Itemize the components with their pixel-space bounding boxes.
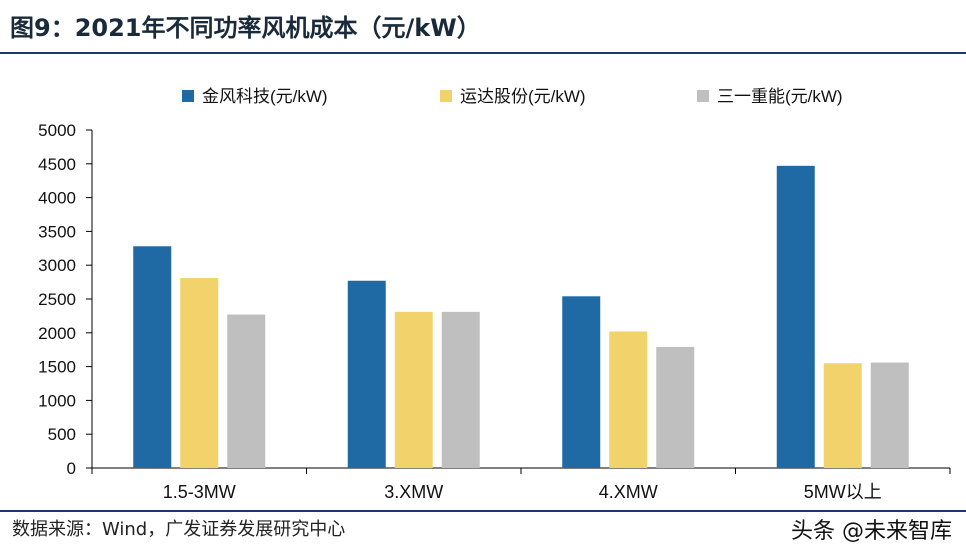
bar-chart: 金风科技(元/kW) 运达股份(元/kW) 三一重能(元/kW) 0 500 1000 1…: [38, 87, 951, 502]
legend-label: 三一重能(元/kW): [717, 87, 843, 106]
legend-swatch: [697, 90, 709, 102]
y-tick-label: 3500: [38, 222, 76, 241]
bar: [562, 296, 601, 468]
y-tick-label: 3000: [38, 256, 76, 275]
y-tick-label: 5000: [38, 121, 76, 140]
bar: [394, 311, 433, 468]
y-tick-label: 4500: [38, 155, 76, 174]
y-tick-label: 0: [67, 459, 76, 478]
legend-label: 金风科技(元/kW): [202, 87, 328, 106]
y-tick-label: 2500: [38, 290, 76, 309]
bar: [609, 331, 648, 468]
y-tick-label: 2000: [38, 324, 76, 343]
source-note: 数据来源：Wind，广发证券发展研究中心: [12, 519, 346, 540]
bar: [656, 346, 695, 468]
x-axis: 1.5-3MW 3.XMW 4.XMW 5MW以上: [91, 467, 951, 502]
bar: [870, 362, 909, 468]
figure-title: 图9：2021年不同功率风机成本（元/kW）: [10, 14, 481, 42]
bar: [347, 280, 386, 468]
legend-swatch: [182, 90, 194, 102]
x-tick-label: 5MW以上: [804, 482, 882, 502]
bar: [776, 165, 815, 468]
bar: [227, 314, 266, 468]
y-tick-label: 500: [48, 425, 76, 444]
bar: [823, 363, 862, 468]
y-tick-label: 1000: [38, 391, 76, 410]
x-tick-label: 3.XMW: [384, 482, 443, 502]
watermark: 头条 @未来智库: [791, 519, 952, 544]
bars: [133, 165, 909, 468]
bar: [180, 278, 219, 468]
title-divider: [0, 52, 966, 54]
legend-label: 运达股份(元/kW): [460, 87, 586, 106]
bottom-divider: [0, 510, 966, 512]
bar: [133, 246, 172, 468]
bar: [441, 311, 480, 468]
y-axis: 0 500 1000 1500 2000 2500 3000 3500 4000 4500 5000: [38, 121, 93, 478]
y-tick-label: 1500: [38, 358, 76, 377]
x-tick-label: 4.XMW: [599, 482, 658, 502]
legend-swatch: [440, 90, 452, 102]
x-tick-label: 1.5-3MW: [163, 482, 236, 502]
y-tick-label: 4000: [38, 189, 76, 208]
chart-legend: 金风科技(元/kW) 运达股份(元/kW) 三一重能(元/kW): [182, 87, 843, 106]
